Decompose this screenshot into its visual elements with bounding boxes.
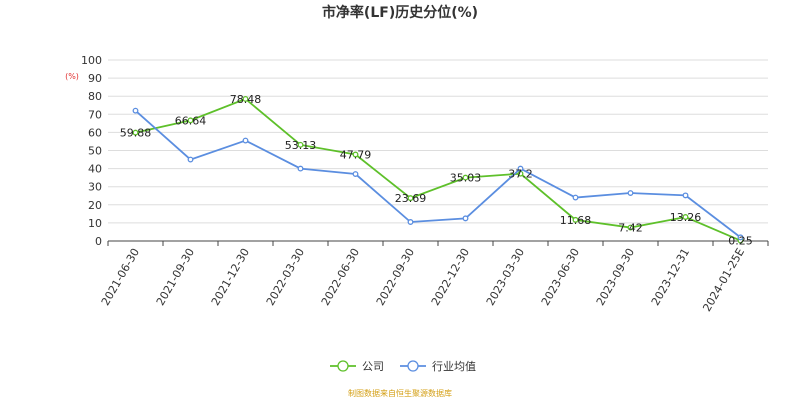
data-label: 13.26 — [670, 211, 702, 224]
legend-swatch-marker — [337, 360, 349, 372]
data-point — [242, 137, 249, 144]
data-point — [352, 151, 359, 158]
grid — [108, 59, 768, 224]
y-tick-label: 80 — [88, 90, 102, 103]
x-tick-label: 2021-09-30 — [154, 246, 197, 308]
axes: 0 10 20 30 40 50 60 70 80 90 100 2021-06-30 2021-09-… — [81, 54, 769, 314]
series-line-1 — [134, 110, 742, 239]
data-label: 47.79 — [340, 149, 372, 162]
y-tick-label: 100 — [81, 54, 102, 67]
y-tick-label: 0 — [95, 235, 102, 248]
y-tick-label: 70 — [88, 108, 102, 121]
data-label: 11.68 — [560, 214, 592, 227]
data-point — [682, 214, 689, 220]
source-note: 制图数据来自恒生聚源数据库 — [348, 388, 452, 398]
x-tick-label: 2023-09-30 — [594, 246, 637, 308]
y-tick-label: 40 — [88, 163, 102, 176]
data-point — [462, 215, 469, 222]
data-label: 37.2 — [508, 168, 533, 181]
data-label: 7.42 — [618, 222, 643, 235]
legend-swatch-marker — [407, 360, 419, 372]
data-label: 23.69 — [395, 192, 427, 205]
data-point — [132, 129, 139, 136]
data-point — [462, 174, 469, 181]
data-point — [132, 107, 139, 114]
data-label: 78.48 — [230, 93, 262, 106]
x-tick-label: 2023-06-30 — [539, 246, 582, 308]
data-point — [517, 165, 524, 172]
data-point — [627, 224, 634, 231]
legend-entry: 行业均值 — [432, 360, 476, 373]
data-label: 53.13 — [285, 139, 317, 152]
x-tick-label: 2022-12-30 — [429, 246, 472, 308]
y-tick-label: 20 — [88, 199, 102, 212]
chart-title: 市净率(LF)历史分位(%) — [322, 4, 478, 21]
data-label: 59.88 — [120, 127, 152, 140]
data-point — [297, 165, 304, 172]
data-point — [242, 96, 249, 102]
y-tick-label: 10 — [88, 217, 102, 230]
y-tick-label: 90 — [88, 72, 102, 85]
legend: 公司 行业均值 — [330, 360, 476, 373]
data-point — [352, 171, 359, 177]
x-tick-label: 2021-06-30 — [99, 246, 142, 308]
x-tick-label: 2023-03-30 — [484, 246, 527, 308]
data-point — [572, 216, 579, 223]
y-tick-label: 30 — [88, 181, 102, 194]
y-tick-label: 60 — [88, 126, 102, 139]
y-unit-label: (%) — [65, 72, 79, 81]
data-point — [187, 117, 194, 124]
x-tick-label: 2022-09-30 — [374, 246, 417, 308]
x-tick-label: 2023-12-31 — [649, 246, 692, 308]
data-point — [297, 141, 304, 148]
series — [132, 96, 744, 244]
x-tick-label: 2022-06-30 — [319, 246, 362, 308]
data-point — [407, 195, 414, 202]
data-label: 35.03 — [450, 172, 482, 185]
data-point — [407, 219, 414, 225]
data-label: 0.25 — [728, 235, 753, 248]
x-tick-label: 2021-12-30 — [209, 246, 252, 308]
data-point — [572, 194, 579, 201]
data-point — [737, 234, 744, 241]
x-tick-label: 2022-03-30 — [264, 246, 307, 308]
x-tick-label: 2024-01-25E — [700, 246, 747, 314]
data-labels: 59.88 66.64 78.48 53.13 47.79 23.69 35.03 37.2 1… — [120, 93, 753, 248]
data-point — [682, 192, 689, 199]
data-label: 66.64 — [175, 114, 207, 127]
data-point — [187, 156, 194, 163]
series-line-0 — [135, 97, 741, 242]
data-point — [627, 190, 634, 196]
y-tick-label: 50 — [88, 145, 102, 158]
legend-entry: 公司 — [362, 360, 384, 373]
